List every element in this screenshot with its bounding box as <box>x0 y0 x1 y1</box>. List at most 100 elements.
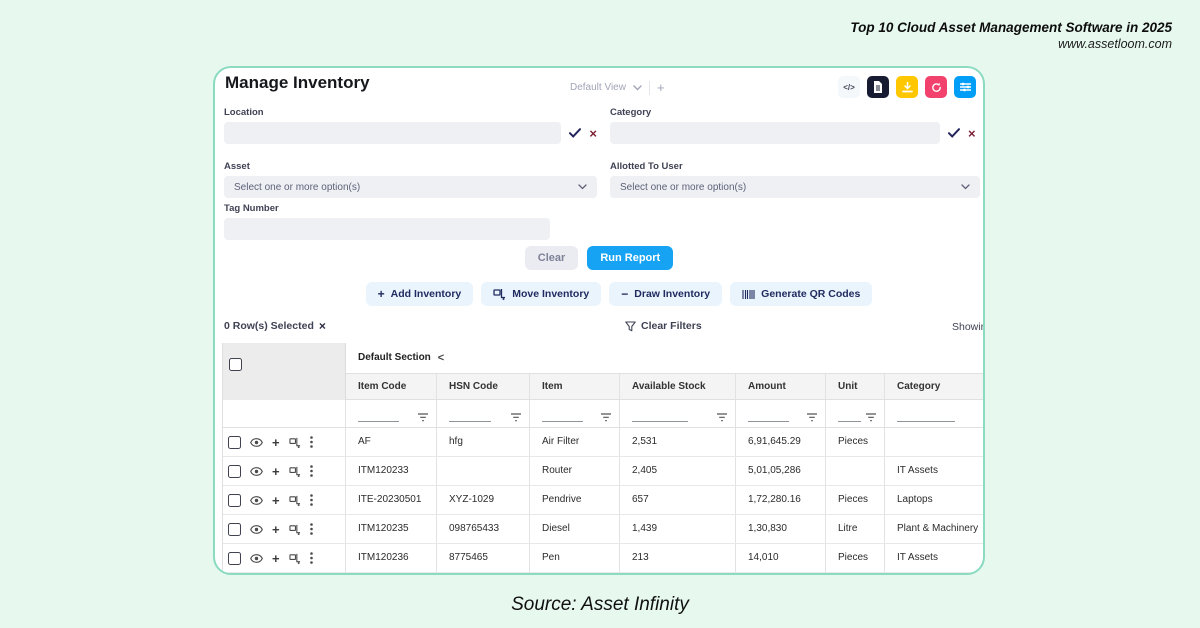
column-filter[interactable] <box>620 400 736 427</box>
filter-icon <box>511 413 521 422</box>
tag-number-label: Tag Number <box>224 203 279 214</box>
deselect-x-icon[interactable]: × <box>318 319 326 333</box>
selection-bar: 0 Row(s) Selected × Clear Filters Showin… <box>215 320 983 336</box>
code-view-button[interactable]: </> <box>838 76 860 98</box>
cell-hsn-code <box>437 457 530 485</box>
row-add-icon[interactable]: + <box>272 434 280 450</box>
column-filter[interactable] <box>826 400 885 427</box>
allotted-to-user-select[interactable]: Select one or more option(s) <box>610 176 980 198</box>
row-menu-kebab-icon[interactable] <box>309 494 313 506</box>
view-selector-label: Default View <box>570 82 626 93</box>
filter-icon <box>807 413 817 422</box>
run-report-button[interactable]: Run Report <box>587 246 674 270</box>
file-icon <box>873 81 883 93</box>
column-filter[interactable] <box>346 400 437 427</box>
tag-number-input[interactable] <box>224 218 550 240</box>
clear-x-icon[interactable]: × <box>968 125 976 141</box>
row-menu-kebab-icon[interactable] <box>309 465 313 477</box>
location-input[interactable] <box>224 122 562 144</box>
asset-select[interactable]: Select one or more option(s) <box>224 176 597 198</box>
row-checkbox[interactable] <box>228 493 241 507</box>
row-move-icon[interactable] <box>289 495 301 506</box>
location-label: Location <box>224 107 264 118</box>
view-eye-icon[interactable] <box>250 524 263 534</box>
row-checkbox[interactable] <box>228 435 241 449</box>
select-all-checkbox[interactable] <box>229 358 242 371</box>
column-header[interactable]: Unit <box>826 373 885 400</box>
clear-filters-button[interactable]: Clear Filters <box>625 320 702 332</box>
cell-item-code: ITM120236 <box>346 544 437 572</box>
category-input[interactable] <box>610 122 940 144</box>
row-checkbox[interactable] <box>228 522 241 536</box>
apply-check-icon[interactable] <box>948 128 960 138</box>
row-move-icon[interactable] <box>289 466 301 477</box>
view-eye-icon[interactable] <box>250 466 263 476</box>
refresh-icon <box>931 82 942 93</box>
table-header-row: Item Code HSN Code Item Available Stock … <box>223 373 983 400</box>
row-checkbox[interactable] <box>228 551 241 565</box>
clear-x-icon[interactable]: × <box>589 125 597 141</box>
column-header[interactable]: Item <box>530 373 620 400</box>
asset-label: Asset <box>224 161 250 172</box>
column-filter[interactable] <box>736 400 826 427</box>
funnel-icon <box>625 320 636 332</box>
row-move-icon[interactable] <box>289 524 301 535</box>
cell-hsn-code: XYZ-1029 <box>437 486 530 514</box>
view-eye-icon[interactable] <box>250 437 263 447</box>
row-add-icon[interactable]: + <box>272 521 280 537</box>
row-checkbox[interactable] <box>228 464 241 478</box>
cell-unit: Pieces <box>826 544 885 572</box>
row-add-icon[interactable]: + <box>272 463 280 479</box>
filter-icon <box>418 413 428 422</box>
row-add-icon[interactable]: + <box>272 492 280 508</box>
column-header[interactable]: Amount <box>736 373 826 400</box>
column-filter[interactable] <box>437 400 530 427</box>
apply-check-icon[interactable] <box>569 128 582 138</box>
view-eye-icon[interactable] <box>250 495 263 505</box>
cell-item-code: AF <box>346 428 437 456</box>
column-header[interactable]: Available Stock <box>620 373 736 400</box>
cell-unit: Pieces <box>826 486 885 514</box>
table-row: + ITE-20230501 XYZ-1029 Pendrive 657 1,7… <box>223 486 983 515</box>
add-inventory-button[interactable]: + Add Inventory <box>365 282 474 306</box>
download-button[interactable] <box>896 76 918 98</box>
sliders-icon <box>959 82 971 92</box>
plus-icon: + <box>377 287 385 301</box>
clear-button[interactable]: Clear <box>524 246 579 270</box>
row-add-icon[interactable]: + <box>272 550 280 566</box>
divider <box>648 80 650 95</box>
view-eye-icon[interactable] <box>250 553 263 563</box>
document-button[interactable] <box>867 76 889 98</box>
row-menu-kebab-icon[interactable] <box>309 523 313 535</box>
table-row: + ITM120236 8775465 Pen 213 14,010 Piece… <box>223 544 983 573</box>
move-inventory-button[interactable]: Move Inventory <box>481 282 602 306</box>
generate-qr-codes-button[interactable]: Generate QR Codes <box>730 282 873 306</box>
column-filter[interactable] <box>530 400 620 427</box>
attribution: Top 10 Cloud Asset Management Software i… <box>850 20 1172 51</box>
row-menu-kebab-icon[interactable] <box>309 436 313 448</box>
cell-hsn-code: 098765433 <box>437 515 530 543</box>
column-header[interactable]: Category <box>885 373 983 400</box>
rows-selected: 0 Row(s) Selected × <box>224 320 326 332</box>
column-header[interactable]: Item Code <box>346 373 437 400</box>
table-row-clipped <box>223 573 985 575</box>
move-inventory-label: Move Inventory <box>512 288 590 300</box>
cell-available-stock: 213 <box>620 544 736 572</box>
cell-item: Router <box>530 457 620 485</box>
column-filter[interactable] <box>885 400 983 427</box>
refresh-button[interactable] <box>925 76 947 98</box>
view-selector[interactable]: Default View + <box>570 80 665 95</box>
add-view-button[interactable]: + <box>656 80 665 95</box>
table-row: + AF hfg Air Filter 2,531 6,91,645.29 Pi… <box>223 428 983 457</box>
chevron-down-icon <box>633 84 642 91</box>
section-label: Default Section <box>358 352 431 363</box>
row-move-icon[interactable] <box>289 553 301 564</box>
draw-inventory-button[interactable]: − Draw Inventory <box>609 282 723 306</box>
manage-inventory-card: Manage Inventory Default View + </> <box>213 66 985 575</box>
cell-category: Laptops <box>897 494 933 505</box>
section-collapse-icon[interactable]: < <box>437 352 445 364</box>
row-move-icon[interactable] <box>289 437 301 448</box>
column-header[interactable]: HSN Code <box>437 373 530 400</box>
row-menu-kebab-icon[interactable] <box>309 552 313 564</box>
filter-settings-button[interactable] <box>954 76 976 98</box>
